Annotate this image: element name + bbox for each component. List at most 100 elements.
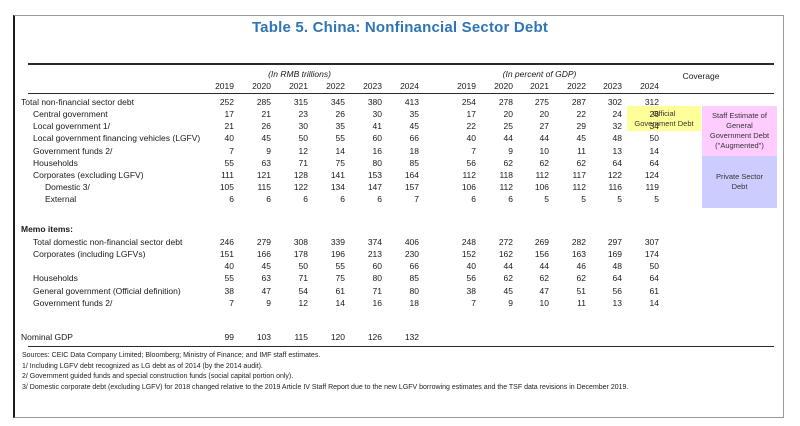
header-coverage: Coverage — [682, 71, 720, 81]
value-cell: 163 — [571, 249, 586, 260]
value-cell: 119 — [645, 182, 659, 193]
value-cell: 71 — [298, 157, 308, 168]
value-cell: 66 — [409, 133, 419, 144]
value-cell: 248 — [461, 237, 476, 247]
value-cell: 6 — [340, 194, 345, 205]
value-cell: 60 — [372, 133, 382, 144]
value-cell: 66 — [409, 261, 419, 272]
value-cell: 115 — [294, 332, 308, 342]
row-label: Domestic 3/ — [45, 182, 90, 193]
table-frame — [13, 15, 784, 418]
value-cell: 9 — [508, 145, 513, 156]
value-cell: 121 — [256, 169, 271, 180]
value-cell: 6 — [229, 194, 234, 205]
value-cell: 44 — [539, 261, 549, 272]
year-header: 2024 — [640, 81, 659, 91]
value-cell: 308 — [293, 237, 308, 247]
coverage-box-line: General — [726, 121, 753, 130]
table-title: Table 5. China: Nonfinancial Sector Debt — [251, 19, 549, 36]
header-rmb-trillions: (In RMB trillions) — [268, 69, 331, 79]
value-cell: 10 — [539, 297, 549, 308]
value-cell: 285 — [256, 97, 271, 107]
value-cell: 106 — [534, 182, 549, 193]
value-cell: 51 — [576, 285, 586, 296]
value-cell: 252 — [219, 97, 234, 107]
value-cell: 71 — [372, 285, 382, 296]
value-cell: 339 — [330, 237, 345, 247]
value-cell: 11 — [577, 297, 586, 308]
value-cell: 6 — [471, 194, 476, 205]
value-cell: 157 — [404, 182, 419, 193]
value-cell: 46 — [576, 261, 586, 272]
value-cell: 128 — [293, 169, 308, 180]
header-percent-gdp: (In percent of GDP) — [502, 69, 577, 79]
value-cell: 41 — [372, 121, 382, 132]
value-cell: 55 — [224, 157, 234, 168]
value-cell: 6 — [266, 194, 271, 205]
value-cell: 23 — [298, 109, 308, 120]
value-cell: 75 — [335, 273, 345, 284]
value-cell: 55 — [224, 273, 234, 284]
value-cell: 30 — [298, 121, 308, 132]
value-cell: 54 — [298, 285, 308, 296]
value-cell: 40 — [466, 133, 476, 144]
row-label: Households — [33, 273, 78, 284]
value-cell: 6 — [377, 194, 382, 205]
value-cell: 48 — [612, 133, 622, 144]
row-label: Government funds 2/ — [33, 145, 113, 156]
value-cell: 34 — [649, 121, 659, 132]
year-header: 2022 — [326, 81, 345, 91]
year-header: 2020 — [494, 81, 513, 91]
value-cell: 315 — [293, 97, 308, 107]
top-rule — [28, 63, 774, 65]
value-cell: 56 — [612, 285, 622, 296]
value-cell: 112 — [462, 169, 476, 180]
value-cell: 45 — [261, 261, 271, 272]
value-cell: 413 — [404, 97, 419, 107]
value-cell: 111 — [221, 169, 234, 180]
value-cell: 282 — [571, 237, 586, 247]
year-header: 2021 — [289, 81, 308, 91]
value-cell: 18 — [409, 145, 419, 156]
value-cell: 32 — [612, 121, 622, 132]
value-cell: 61 — [649, 285, 659, 296]
value-cell: 80 — [409, 285, 419, 296]
year-header: 2024 — [400, 81, 419, 91]
value-cell: 20 — [503, 109, 513, 120]
value-cell: 106 — [461, 182, 476, 193]
value-cell: 14 — [649, 145, 659, 156]
value-cell: 230 — [404, 249, 419, 260]
value-cell: 5 — [581, 194, 586, 205]
value-cell: 80 — [372, 273, 382, 284]
value-cell: 112 — [499, 182, 513, 193]
coverage-box-line: Staff Estimate of — [712, 111, 767, 120]
value-cell: 35 — [409, 109, 419, 120]
value-cell: 166 — [256, 249, 271, 260]
value-cell: 27 — [539, 121, 549, 132]
value-cell: 45 — [503, 285, 513, 296]
value-cell: 406 — [404, 237, 419, 247]
value-cell: 64 — [649, 157, 659, 168]
value-cell: 7 — [229, 145, 234, 156]
value-cell: 50 — [649, 133, 659, 144]
value-cell: 18 — [409, 297, 419, 308]
row-label: General government (Official definition) — [33, 285, 181, 296]
value-cell: 6 — [303, 194, 308, 205]
value-cell: 16 — [372, 297, 382, 308]
value-cell: 9 — [266, 145, 271, 156]
value-cell: 6 — [508, 194, 513, 205]
value-cell: 26 — [261, 121, 271, 132]
value-cell: 141 — [330, 169, 345, 180]
value-cell: 169 — [607, 249, 622, 260]
value-cell: 80 — [372, 157, 382, 168]
value-cell: 22 — [576, 109, 586, 120]
header-rule — [28, 93, 774, 94]
footnote-line: 2/ Government guided funds and special c… — [22, 373, 294, 381]
year-header: 2019 — [457, 81, 476, 91]
row-label: Corporates (including LGFVs) — [33, 249, 146, 260]
footnote-line: 3/ Domestic corporate debt (excluding LG… — [22, 384, 629, 392]
value-cell: 307 — [644, 237, 659, 247]
value-cell: 302 — [607, 97, 622, 107]
value-cell: 29 — [576, 121, 586, 132]
value-cell: 196 — [330, 249, 345, 260]
